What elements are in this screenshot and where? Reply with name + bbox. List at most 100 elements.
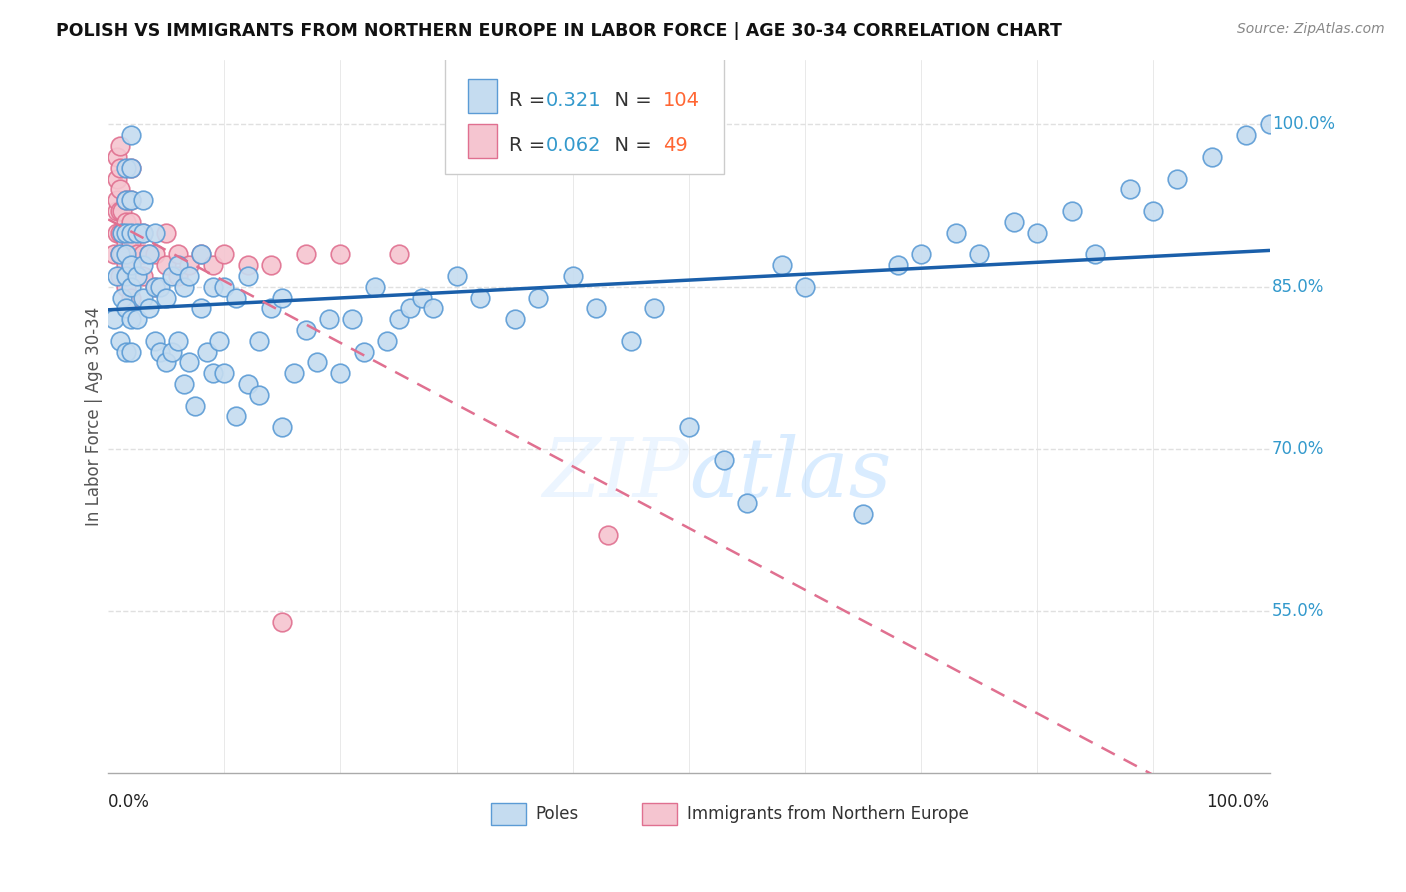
- Point: [184, 399, 207, 413]
- Point: [1258, 118, 1281, 132]
- Point: [108, 334, 131, 348]
- Point: [111, 226, 134, 240]
- Point: [225, 409, 247, 424]
- Text: 104: 104: [664, 91, 700, 110]
- Point: [120, 344, 142, 359]
- Point: [114, 193, 136, 207]
- Point: [108, 226, 131, 240]
- Point: [967, 247, 990, 261]
- Point: [107, 193, 129, 207]
- FancyBboxPatch shape: [492, 803, 526, 825]
- Point: [107, 226, 129, 240]
- Point: [108, 247, 131, 261]
- Text: 100.0%: 100.0%: [1272, 115, 1334, 134]
- Point: [120, 193, 142, 207]
- Text: 100.0%: 100.0%: [1206, 793, 1270, 811]
- Point: [585, 301, 607, 316]
- Point: [1201, 150, 1223, 164]
- Point: [236, 377, 259, 392]
- Point: [353, 344, 375, 359]
- Point: [132, 226, 155, 240]
- Point: [561, 268, 583, 283]
- Point: [713, 452, 735, 467]
- Y-axis label: In Labor Force | Age 30-34: In Labor Force | Age 30-34: [86, 307, 103, 526]
- Point: [120, 161, 142, 175]
- Point: [201, 366, 224, 380]
- Point: [111, 291, 134, 305]
- Point: [375, 334, 398, 348]
- Point: [127, 247, 149, 261]
- Point: [127, 226, 149, 240]
- Point: [132, 193, 155, 207]
- Text: Source: ZipAtlas.com: Source: ZipAtlas.com: [1237, 22, 1385, 37]
- Point: [422, 301, 444, 316]
- Point: [120, 279, 142, 293]
- Point: [127, 312, 149, 326]
- Point: [160, 268, 183, 283]
- Point: [1234, 128, 1257, 143]
- Point: [107, 150, 129, 164]
- Point: [143, 279, 166, 293]
- Point: [108, 139, 131, 153]
- Point: [107, 171, 129, 186]
- Point: [155, 258, 177, 272]
- Point: [103, 247, 125, 261]
- Point: [120, 161, 142, 175]
- Point: [271, 291, 294, 305]
- Point: [411, 291, 433, 305]
- Point: [852, 507, 875, 521]
- Point: [138, 247, 160, 261]
- Point: [247, 334, 270, 348]
- Point: [179, 258, 201, 272]
- Point: [120, 258, 142, 272]
- Point: [340, 312, 363, 326]
- Text: N =: N =: [602, 136, 658, 154]
- Point: [114, 258, 136, 272]
- Point: [114, 161, 136, 175]
- Point: [132, 268, 155, 283]
- Point: [111, 204, 134, 219]
- Point: [114, 247, 136, 261]
- Point: [114, 268, 136, 283]
- Point: [214, 279, 236, 293]
- FancyBboxPatch shape: [643, 803, 678, 825]
- Point: [108, 204, 131, 219]
- Point: [503, 312, 526, 326]
- Point: [155, 355, 177, 369]
- Point: [190, 301, 212, 316]
- Point: [149, 344, 172, 359]
- Point: [214, 366, 236, 380]
- Point: [167, 334, 190, 348]
- Point: [190, 247, 212, 261]
- Point: [364, 279, 387, 293]
- Point: [138, 301, 160, 316]
- Point: [678, 420, 700, 434]
- Point: [132, 226, 155, 240]
- Point: [160, 344, 183, 359]
- Point: [1142, 204, 1164, 219]
- Point: [260, 301, 283, 316]
- Point: [399, 301, 422, 316]
- Text: N =: N =: [602, 91, 658, 110]
- Text: 0.0%: 0.0%: [108, 793, 150, 811]
- Text: 49: 49: [664, 136, 688, 154]
- Point: [179, 355, 201, 369]
- Point: [735, 496, 758, 510]
- Point: [527, 291, 550, 305]
- Point: [120, 291, 142, 305]
- Point: [1026, 226, 1049, 240]
- Point: [1084, 247, 1107, 261]
- Point: [120, 312, 142, 326]
- Point: [1062, 204, 1084, 219]
- Point: [446, 268, 468, 283]
- Point: [111, 247, 134, 261]
- Point: [155, 291, 177, 305]
- Point: [114, 193, 136, 207]
- Point: [283, 366, 305, 380]
- Point: [1119, 182, 1142, 196]
- Point: [294, 323, 316, 337]
- Point: [620, 334, 643, 348]
- Point: [114, 215, 136, 229]
- Point: [596, 528, 619, 542]
- Point: [155, 226, 177, 240]
